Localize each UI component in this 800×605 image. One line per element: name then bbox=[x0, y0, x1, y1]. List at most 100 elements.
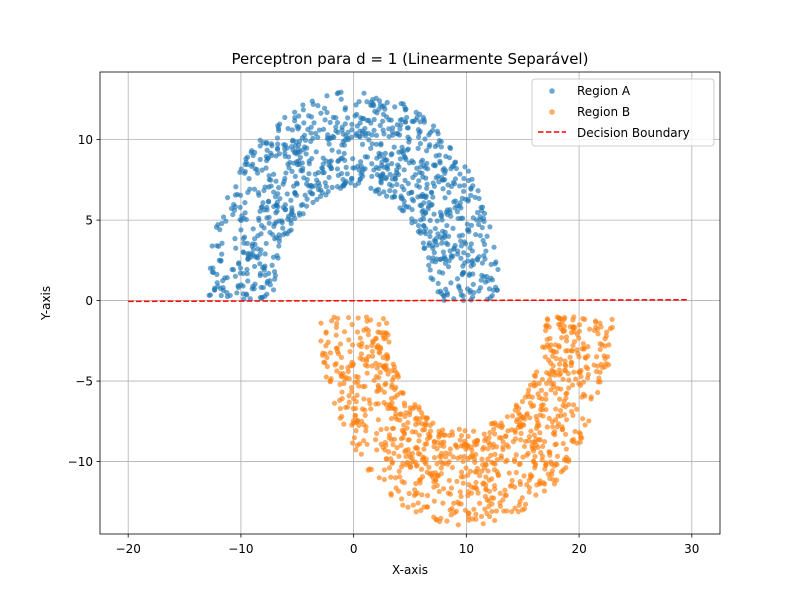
region-b-point bbox=[374, 365, 380, 371]
region-a-point bbox=[470, 183, 476, 189]
region-a-point bbox=[250, 246, 256, 252]
region-a-point bbox=[269, 231, 276, 238]
region-a-point bbox=[426, 132, 432, 138]
region-a-point bbox=[478, 204, 484, 211]
region-a-point bbox=[423, 226, 429, 232]
region-a-point bbox=[481, 252, 487, 259]
region-b-point bbox=[576, 354, 582, 360]
region-b-point bbox=[492, 486, 498, 492]
region-a-point bbox=[452, 160, 458, 166]
region-a-point bbox=[445, 233, 452, 239]
region-b-point bbox=[323, 330, 329, 336]
region-a-point bbox=[405, 146, 411, 152]
region-a-point bbox=[255, 246, 261, 252]
region-b-point bbox=[458, 474, 464, 480]
region-a-point bbox=[357, 120, 363, 126]
region-b-point bbox=[521, 443, 528, 450]
region-b-point bbox=[383, 381, 389, 387]
region-b-point bbox=[597, 341, 603, 347]
region-b-point bbox=[577, 439, 583, 445]
region-b-point bbox=[443, 454, 449, 460]
region-a-point bbox=[265, 155, 271, 161]
region-b-point bbox=[387, 405, 393, 411]
region-b-point bbox=[479, 468, 485, 474]
region-a-point bbox=[466, 272, 472, 278]
region-a-point bbox=[373, 141, 380, 147]
region-b-point bbox=[333, 324, 339, 331]
region-a-point bbox=[298, 202, 304, 208]
y-tick-label: 5 bbox=[85, 214, 93, 228]
region-b-point bbox=[410, 502, 416, 508]
region-a-point bbox=[371, 116, 377, 123]
region-b-point bbox=[480, 521, 486, 527]
region-a-point bbox=[426, 262, 432, 268]
region-a-point bbox=[466, 226, 472, 233]
region-a-point bbox=[273, 153, 279, 159]
region-a-point bbox=[213, 224, 220, 230]
region-a-point bbox=[237, 204, 243, 210]
region-a-point bbox=[423, 175, 429, 181]
region-a-point bbox=[474, 257, 481, 263]
region-b-point bbox=[509, 477, 515, 484]
region-a-point bbox=[397, 126, 403, 132]
region-a-point bbox=[405, 180, 411, 187]
region-b-point bbox=[368, 466, 375, 473]
region-a-point bbox=[469, 248, 475, 254]
region-b-point bbox=[586, 418, 592, 424]
region-b-point bbox=[489, 476, 495, 482]
region-b-point bbox=[560, 376, 566, 382]
region-b-point bbox=[474, 465, 481, 472]
region-a-point bbox=[313, 130, 319, 137]
region-b-point bbox=[492, 431, 498, 437]
region-b-point bbox=[418, 466, 425, 472]
region-b-point bbox=[398, 436, 404, 442]
region-b-point bbox=[334, 368, 340, 374]
region-a-point bbox=[457, 183, 463, 189]
region-a-point bbox=[350, 156, 356, 162]
region-b-point bbox=[320, 350, 326, 356]
region-b-points bbox=[318, 314, 615, 528]
region-b-point bbox=[541, 488, 548, 494]
region-b-point bbox=[389, 382, 395, 388]
region-b-point bbox=[540, 402, 546, 408]
region-b-point bbox=[346, 376, 352, 382]
region-a-point bbox=[321, 105, 328, 111]
region-a-point bbox=[384, 164, 390, 171]
region-a-point bbox=[370, 101, 376, 107]
region-b-point bbox=[546, 415, 552, 421]
region-b-point bbox=[369, 348, 376, 355]
region-b-point bbox=[465, 444, 471, 450]
legend-box bbox=[531, 78, 715, 147]
region-b-point bbox=[485, 446, 491, 452]
region-b-point bbox=[539, 453, 546, 459]
region-a-point bbox=[301, 132, 308, 138]
region-b-point bbox=[538, 406, 544, 412]
region-a-point bbox=[263, 165, 269, 171]
region-b-point bbox=[368, 406, 374, 412]
region-b-point bbox=[394, 445, 400, 451]
region-b-point bbox=[545, 471, 551, 477]
region-b-point bbox=[337, 405, 343, 412]
region-b-point bbox=[476, 500, 483, 506]
region-b-point bbox=[341, 329, 348, 335]
region-a-point bbox=[386, 126, 392, 132]
region-a-point bbox=[421, 245, 427, 251]
region-a-point bbox=[251, 186, 258, 192]
region-b-point bbox=[516, 461, 522, 468]
region-b-point bbox=[334, 320, 340, 327]
region-a-point bbox=[433, 175, 439, 181]
region-b-point bbox=[418, 507, 424, 513]
region-b-point bbox=[438, 459, 444, 465]
region-a-point bbox=[264, 280, 270, 286]
region-a-point bbox=[257, 294, 263, 301]
region-b-point bbox=[556, 315, 562, 321]
region-b-point bbox=[502, 492, 508, 498]
region-a-point bbox=[432, 225, 438, 232]
region-a-point bbox=[269, 262, 275, 268]
region-b-point bbox=[339, 364, 345, 370]
region-b-point bbox=[419, 421, 425, 427]
region-a-point bbox=[402, 177, 408, 183]
region-b-point bbox=[335, 315, 341, 322]
region-b-point bbox=[416, 438, 422, 444]
region-b-point bbox=[451, 500, 457, 506]
